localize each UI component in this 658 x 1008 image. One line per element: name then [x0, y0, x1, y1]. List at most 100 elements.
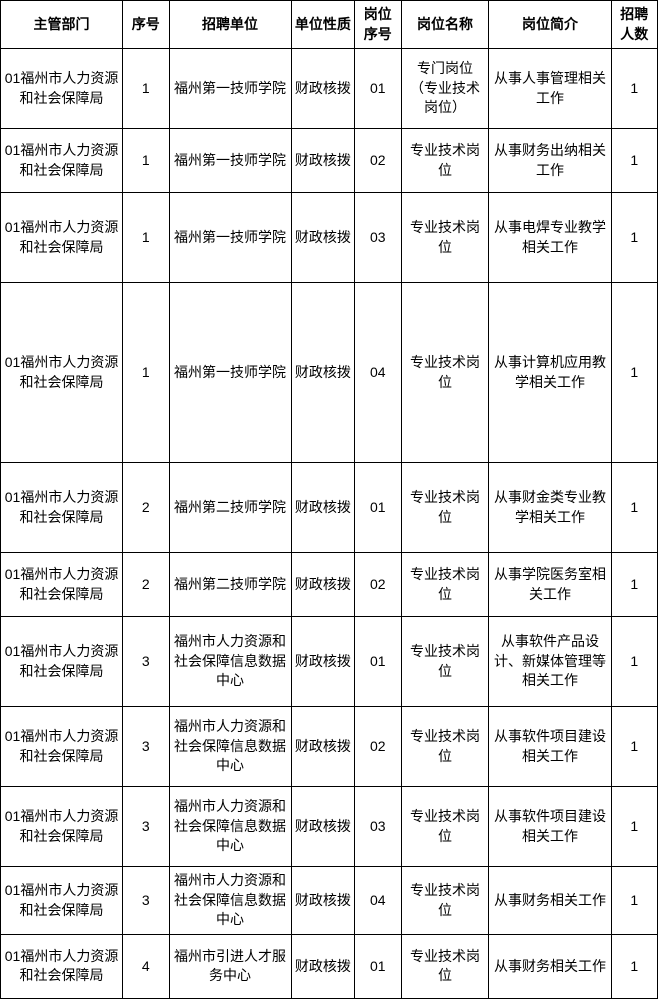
cell-posname: 专门岗位（专业技术岗位）: [401, 49, 489, 129]
cell-seq: 1: [123, 283, 169, 463]
cell-seq: 3: [123, 707, 169, 787]
table-row: 01福州市人力资源和社会保障局3福州市人力资源和社会保障信息数据中心财政核拨01…: [1, 617, 658, 707]
cell-posname: 专业技术岗位: [401, 617, 489, 707]
cell-posdesc: 从事电焊专业教学相关工作: [489, 193, 611, 283]
cell-count: 1: [611, 283, 657, 463]
cell-seq: 3: [123, 787, 169, 867]
cell-posname: 专业技术岗位: [401, 283, 489, 463]
cell-seq: 1: [123, 49, 169, 129]
table-row: 01福州市人力资源和社会保障局2福州第二技师学院财政核拨01专业技术岗位从事财金…: [1, 463, 658, 553]
cell-nature: 财政核拨: [291, 707, 355, 787]
table-row: 01福州市人力资源和社会保障局3福州市人力资源和社会保障信息数据中心财政核拨04…: [1, 867, 658, 935]
cell-posname: 专业技术岗位: [401, 463, 489, 553]
cell-nature: 财政核拨: [291, 934, 355, 998]
cell-unit: 福州市人力资源和社会保障信息数据中心: [169, 867, 291, 935]
cell-dept: 01福州市人力资源和社会保障局: [1, 617, 123, 707]
cell-posdesc: 从事财务相关工作: [489, 934, 611, 998]
cell-seq: 3: [123, 617, 169, 707]
cell-seq: 3: [123, 867, 169, 935]
table-row: 01福州市人力资源和社会保障局4福州市引进人才服务中心财政核拨01专业技术岗位从…: [1, 934, 658, 998]
cell-nature: 财政核拨: [291, 617, 355, 707]
cell-unit: 福州第一技师学院: [169, 129, 291, 193]
cell-count: 1: [611, 553, 657, 617]
table-header-seq: 序号: [123, 1, 169, 49]
cell-unit: 福州市人力资源和社会保障信息数据中心: [169, 707, 291, 787]
cell-dept: 01福州市人力资源和社会保障局: [1, 49, 123, 129]
cell-posname: 专业技术岗位: [401, 553, 489, 617]
cell-nature: 财政核拨: [291, 129, 355, 193]
cell-dept: 01福州市人力资源和社会保障局: [1, 193, 123, 283]
cell-posname: 专业技术岗位: [401, 867, 489, 935]
cell-posdesc: 从事软件产品设计、新媒体管理等相关工作: [489, 617, 611, 707]
cell-posname: 专业技术岗位: [401, 787, 489, 867]
cell-count: 1: [611, 463, 657, 553]
table-header-count: 招聘人数: [611, 1, 657, 49]
table-header-posdesc: 岗位简介: [489, 1, 611, 49]
cell-unit: 福州市引进人才服务中心: [169, 934, 291, 998]
table-header-posno: 岗位序号: [355, 1, 401, 49]
cell-posdesc: 从事学院医务室相关工作: [489, 553, 611, 617]
cell-posno: 01: [355, 463, 401, 553]
table-row: 01福州市人力资源和社会保障局1福州第一技师学院财政核拨04专业技术岗位从事计算…: [1, 283, 658, 463]
cell-posno: 01: [355, 934, 401, 998]
cell-count: 1: [611, 934, 657, 998]
cell-posno: 02: [355, 553, 401, 617]
cell-posno: 01: [355, 49, 401, 129]
cell-unit: 福州市人力资源和社会保障信息数据中心: [169, 787, 291, 867]
cell-nature: 财政核拨: [291, 787, 355, 867]
cell-nature: 财政核拨: [291, 49, 355, 129]
cell-count: 1: [611, 617, 657, 707]
table-row: 01福州市人力资源和社会保障局1福州第一技师学院财政核拨03专业技术岗位从事电焊…: [1, 193, 658, 283]
cell-posname: 专业技术岗位: [401, 707, 489, 787]
cell-dept: 01福州市人力资源和社会保障局: [1, 787, 123, 867]
cell-seq: 1: [123, 129, 169, 193]
cell-count: 1: [611, 867, 657, 935]
cell-posno: 03: [355, 193, 401, 283]
cell-posname: 专业技术岗位: [401, 193, 489, 283]
cell-unit: 福州第一技师学院: [169, 283, 291, 463]
cell-unit: 福州第二技师学院: [169, 553, 291, 617]
cell-nature: 财政核拨: [291, 553, 355, 617]
cell-posno: 01: [355, 617, 401, 707]
cell-unit: 福州第一技师学院: [169, 49, 291, 129]
cell-posno: 04: [355, 283, 401, 463]
cell-dept: 01福州市人力资源和社会保障局: [1, 283, 123, 463]
cell-posno: 04: [355, 867, 401, 935]
cell-dept: 01福州市人力资源和社会保障局: [1, 867, 123, 935]
cell-posdesc: 从事计算机应用教学相关工作: [489, 283, 611, 463]
cell-seq: 2: [123, 553, 169, 617]
cell-nature: 财政核拨: [291, 283, 355, 463]
cell-posname: 专业技术岗位: [401, 934, 489, 998]
table-row: 01福州市人力资源和社会保障局1福州第一技师学院财政核拨02专业技术岗位从事财务…: [1, 129, 658, 193]
cell-count: 1: [611, 129, 657, 193]
cell-posno: 02: [355, 129, 401, 193]
cell-count: 1: [611, 49, 657, 129]
cell-seq: 1: [123, 193, 169, 283]
table-body: 01福州市人力资源和社会保障局1福州第一技师学院财政核拨01专门岗位（专业技术岗…: [1, 49, 658, 999]
cell-posdesc: 从事人事管理相关工作: [489, 49, 611, 129]
table-header-unit: 招聘单位: [169, 1, 291, 49]
cell-unit: 福州第一技师学院: [169, 193, 291, 283]
cell-nature: 财政核拨: [291, 463, 355, 553]
cell-dept: 01福州市人力资源和社会保障局: [1, 707, 123, 787]
cell-count: 1: [611, 707, 657, 787]
table-row: 01福州市人力资源和社会保障局2福州第二技师学院财政核拨02专业技术岗位从事学院…: [1, 553, 658, 617]
cell-seq: 2: [123, 463, 169, 553]
cell-count: 1: [611, 787, 657, 867]
cell-nature: 财政核拨: [291, 867, 355, 935]
cell-posno: 02: [355, 707, 401, 787]
cell-posname: 专业技术岗位: [401, 129, 489, 193]
cell-count: 1: [611, 193, 657, 283]
cell-posdesc: 从事软件项目建设相关工作: [489, 707, 611, 787]
cell-unit: 福州第二技师学院: [169, 463, 291, 553]
cell-dept: 01福州市人力资源和社会保障局: [1, 129, 123, 193]
table-header-dept: 主管部门: [1, 1, 123, 49]
cell-posdesc: 从事财务相关工作: [489, 867, 611, 935]
cell-dept: 01福州市人力资源和社会保障局: [1, 553, 123, 617]
cell-unit: 福州市人力资源和社会保障信息数据中心: [169, 617, 291, 707]
table-row: 01福州市人力资源和社会保障局3福州市人力资源和社会保障信息数据中心财政核拨03…: [1, 787, 658, 867]
table-header-nature: 单位性质: [291, 1, 355, 49]
cell-posdesc: 从事财务出纳相关工作: [489, 129, 611, 193]
cell-posdesc: 从事财金类专业教学相关工作: [489, 463, 611, 553]
recruitment-table: 主管部门序号招聘单位单位性质岗位序号岗位名称岗位简介招聘人数 01福州市人力资源…: [0, 0, 658, 999]
